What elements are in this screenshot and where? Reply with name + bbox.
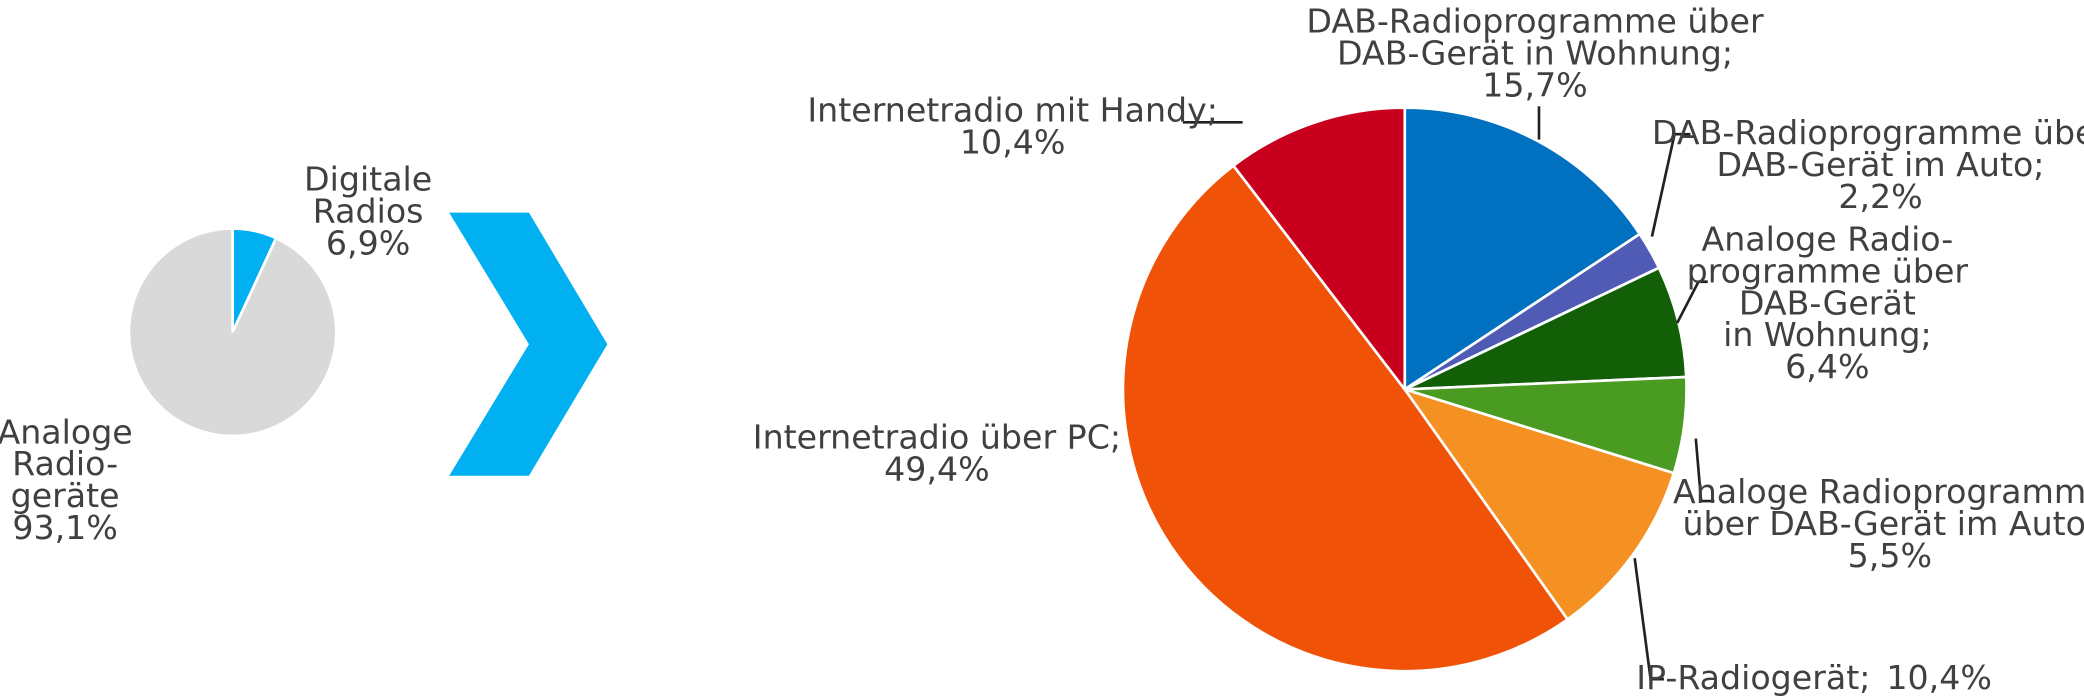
label-line: Analoge [0,412,133,451]
leader-line [1633,558,1664,681]
slice-value: 15,7% [1482,65,1588,104]
slice-label: Analoge Radio-programme über DAB-Gerät in … [1687,219,1969,386]
slice-value: 6,4% [1785,347,1869,386]
slice-label: Internetradio über PC; 49,4% [753,417,1121,488]
label-line: IP-Radiogerät; [1636,658,1870,697]
slice-value: 49,4% [884,449,990,488]
pie-slice [127,227,338,438]
label-line: DAB-Gerät in Wohnung; [1337,33,1733,72]
label-line: Radio- [12,444,118,483]
leader-line [1694,438,1715,503]
slice-value: 6,9% [326,223,410,262]
label-line: DAB-Gerät im Auto; [1717,145,2045,184]
leader-line [1676,280,1708,324]
leader-line [1650,132,1691,237]
slice-name: IP-Radiogerät; [1636,658,1870,697]
slice-name: Internetradio mit Handy; [807,90,1218,129]
label-line: geräte [11,476,120,515]
slice-name: Internetradio über PC; [753,417,1121,456]
label-line: Radios [313,191,424,230]
slice-label: DAB-Radioprogramme über DAB-Gerät im Auto… [1652,113,2084,216]
label-line: in Wohnung; [1723,315,1932,354]
pie-slice [1121,163,1570,673]
label-line: über DAB-Gerät im Auto; [1682,503,2084,542]
slice-label: Analoge Radio-geräte 93,1% [0,412,133,547]
slice-name: DAB-Radioprogramme über DAB-Gerät im Auto… [1652,113,2084,184]
label-line: Analoge Radio- [1702,219,1954,258]
label-line: Internetradio über PC; [753,417,1121,456]
label-line: Analoge Radioprogramme [1673,472,2084,511]
label-line: DAB-Radioprogramme über [1306,1,1764,40]
pie-slice [1231,106,1407,394]
slice-label: Analoge Radioprogramme über DAB-Gerät im … [1673,472,2084,575]
label-line: programme über [1687,251,1969,290]
pie-slice [1403,106,1642,392]
slice-name: DAB-Radioprogramme über DAB-Gerät in Wohn… [1306,1,1764,72]
label-line: DAB-Gerät [1739,283,1916,322]
slice-name: Analoge Radio-geräte [0,412,133,515]
slice-name: Digitale Radios [304,159,432,230]
pie-slice [1401,386,1676,622]
slice-value: 10,4% [960,122,1066,161]
slice-value: 93,1% [12,507,118,546]
slice-label: Internetradio mit Handy; 10,4% [807,90,1218,161]
slice-value: 10,4% [1886,658,1992,697]
arrow [449,212,608,476]
slice-label: Digitale Radios 6,9% [304,159,432,262]
slice-value: 5,5% [1848,535,1932,574]
slice-value: 2,2% [1838,177,1922,216]
slice-name: Analoge Radioprogramme über DAB-Gerät im … [1673,472,2084,543]
slice-label: DAB-Radioprogramme über DAB-Gerät in Wohn… [1306,1,1764,104]
slice-name: Analoge Radio-programme über DAB-Gerät in … [1687,219,1969,354]
label-line: Digitale [304,159,432,198]
label-line: Internetradio mit Handy; [807,90,1218,129]
slice-label: IP-Radiogerät; 10,4% [1636,658,1992,697]
label-line: DAB-Radioprogramme über [1652,113,2084,152]
